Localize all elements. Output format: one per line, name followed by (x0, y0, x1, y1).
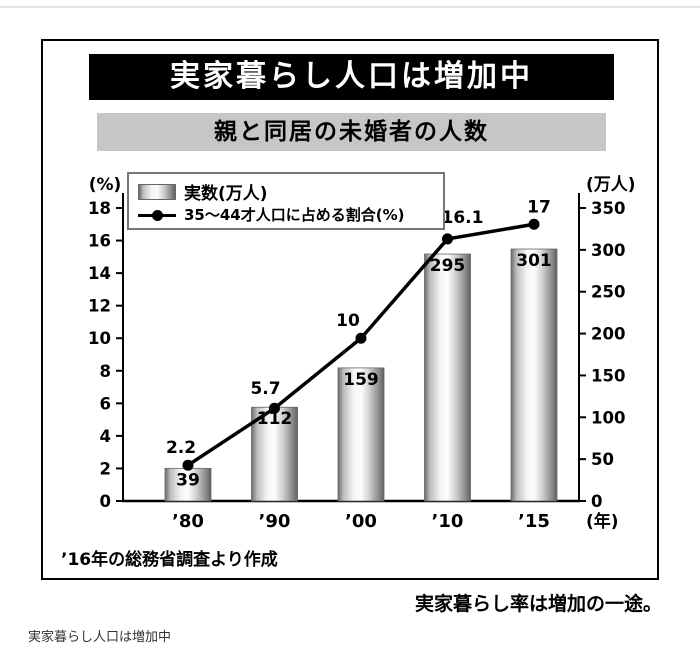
legend-line-label: 35～44才人口に占める割合(%) (184, 206, 405, 224)
left-axis-tick-label: 18 (88, 199, 111, 218)
figure-title: 実家暮らし人口は増加中 (170, 59, 533, 94)
bar-value-label: 295 (430, 256, 466, 276)
left-axis-tick-label: 6 (100, 394, 111, 413)
legend-row-line: 35～44才人口に占める割合(%) (138, 204, 434, 225)
footer-note: 実家暮らし率は増加の一途。 (414, 593, 662, 615)
left-axis-tick-label: 0 (100, 492, 111, 511)
x-axis-unit-label: (年) (586, 511, 619, 532)
legend-bar-label: 実数(万人) (184, 184, 268, 204)
chart-svg: 0 2 4 6 8 10 12 14 16 18 0 50 100 150 200 250 300 350 (%) (… (88, 175, 636, 532)
legend-line-marker-icon (138, 208, 176, 222)
bar (164, 467, 212, 502)
line-point (528, 218, 540, 230)
right-axis-tick-label: 300 (591, 241, 625, 260)
line-point (442, 233, 453, 245)
x-axis-label: ’10 (432, 511, 464, 532)
right-axis-tick-label: 50 (591, 450, 614, 469)
bar (424, 253, 471, 502)
source-note: ’16年の総務省調査より作成 (61, 550, 278, 570)
chart: 0 2 4 6 8 10 12 14 16 18 0 50 100 150 200 250 300 350 (%) (… (43, 41, 661, 582)
x-axis-label: ’15 (518, 511, 550, 532)
left-axis-tick-label: 10 (88, 329, 111, 348)
bar (337, 367, 385, 502)
right-axis-tick-label: 200 (591, 325, 625, 344)
figure-title-banner: 実家暮らし人口は増加中 (89, 54, 614, 100)
line-point (182, 459, 194, 471)
figure-subtitle: 親と同居の未婚者の人数 (214, 119, 489, 145)
bar-value-label: 39 (176, 470, 200, 490)
chart-legend: 実数(万人) 35～44才人口に占める割合(%) (127, 172, 445, 230)
left-axis-unit-label: (%) (89, 175, 122, 195)
right-axis-tick-label: 0 (591, 492, 602, 511)
x-axis-label: ’00 (345, 511, 377, 532)
point-value-label: 2.2 (166, 438, 196, 458)
figure-subtitle-bar: 親と同居の未婚者の人数 (97, 113, 606, 151)
left-axis-tick-label: 2 (100, 459, 111, 478)
left-axis-tick-label: 8 (100, 362, 111, 381)
point-value-label: 17 (527, 197, 551, 217)
right-axis-tick-label: 100 (591, 408, 625, 427)
line-point (269, 402, 280, 414)
legend-row-bars: 実数(万人) (138, 179, 434, 204)
right-axis-tick-label: 350 (591, 199, 625, 218)
figure-frame: 0 2 4 6 8 10 12 14 16 18 0 50 100 150 200 250 300 350 (%) (… (41, 39, 659, 580)
page-caption: 実家暮らし人口は増加中 (28, 630, 172, 645)
right-axis-tick-label: 150 (591, 366, 625, 385)
x-axis-label: ’80 (172, 511, 204, 532)
left-axis-tick-label: 4 (100, 427, 111, 446)
bar-value-label: 301 (516, 251, 552, 271)
right-axis-tick-label: 250 (591, 283, 625, 302)
page-top-divider (0, 6, 700, 8)
legend-bar-swatch-icon (138, 183, 176, 200)
left-axis-tick-label: 14 (88, 264, 111, 283)
bar (510, 248, 558, 502)
point-value-label: 5.7 (250, 379, 280, 399)
right-axis-unit-label: (万人) (586, 175, 636, 195)
left-axis-tick-label: 12 (88, 297, 111, 316)
point-value-label: 16.1 (442, 208, 484, 228)
point-value-label: 10 (336, 311, 360, 331)
line-point (355, 332, 367, 344)
bar-value-label: 159 (343, 370, 379, 390)
x-axis-label: ’90 (259, 511, 291, 532)
left-axis-tick-label: 16 (88, 232, 111, 251)
